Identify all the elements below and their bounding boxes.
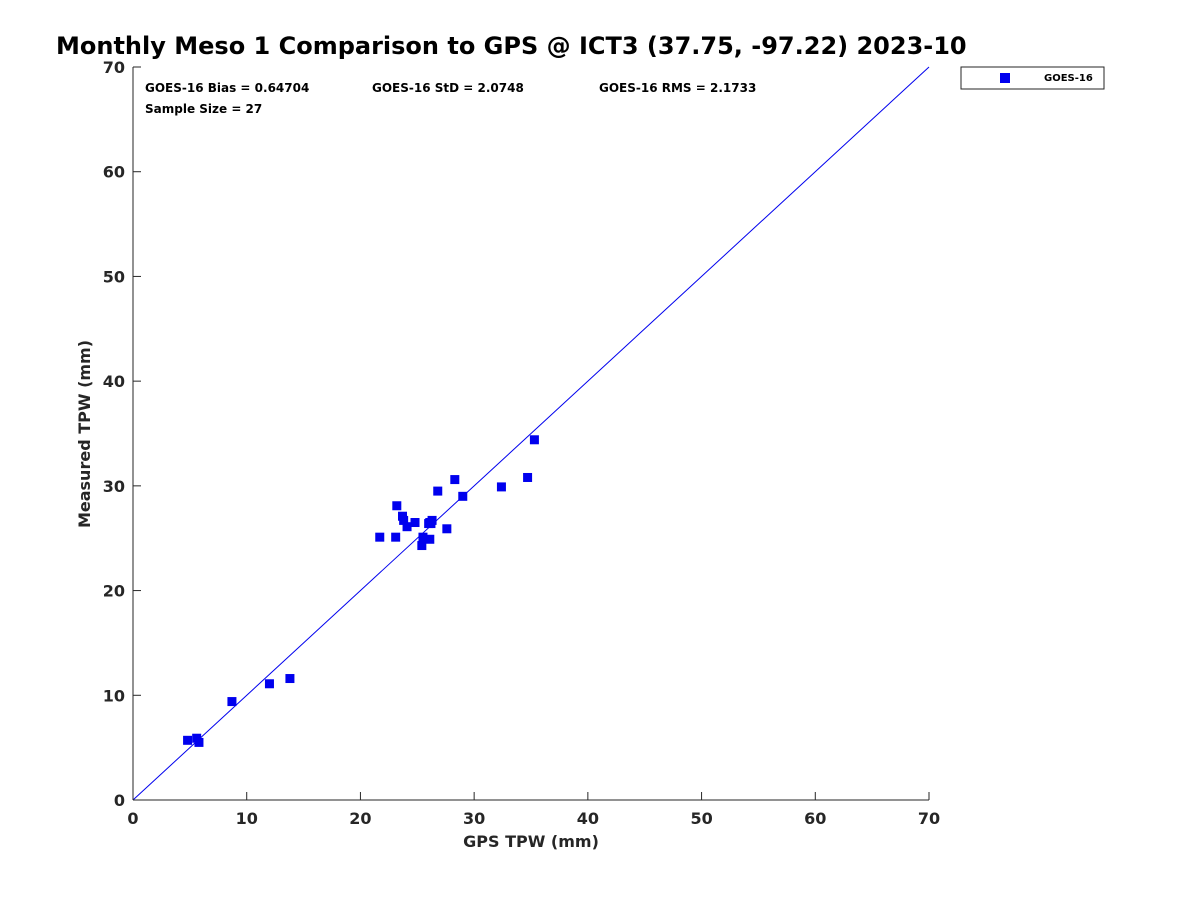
x-ticks: 0 10 20 30 40 50 60 70 (127, 792, 940, 828)
y-tick-label: 30 (103, 477, 125, 496)
legend-marker-square (1000, 73, 1010, 83)
y-tick-label: 20 (103, 582, 125, 601)
data-point (418, 532, 428, 542)
data-point (285, 674, 295, 684)
x-tick-label: 40 (577, 809, 599, 828)
stat-sample-size: Sample Size = 27 (145, 102, 262, 116)
data-point (450, 475, 460, 485)
x-tick-label: 30 (463, 809, 485, 828)
plot-area: 0 10 20 30 40 50 60 70 0 10 20 30 40 50 60 70 (103, 58, 940, 828)
x-tick-label: 50 (690, 809, 712, 828)
stat-bias: GOES-16 Bias = 0.64704 (145, 81, 309, 95)
legend: GOES-16 (960, 66, 1105, 90)
x-axis-label: GPS TPW (mm) (463, 832, 599, 851)
data-point (496, 482, 506, 492)
data-point (417, 541, 427, 551)
data-point (375, 532, 385, 542)
legend-box (960, 66, 1105, 90)
y-tick-label: 40 (103, 372, 125, 391)
data-point (391, 532, 401, 542)
data-point (264, 679, 274, 689)
data-point (433, 486, 443, 496)
data-point (392, 501, 402, 511)
data-point (529, 435, 539, 445)
y-tick-label: 60 (103, 163, 125, 182)
y-axis-label: Measured TPW (mm) (75, 340, 94, 528)
data-point (523, 472, 533, 482)
data-point (183, 735, 193, 745)
one-to-one-reference-line (132, 66, 930, 801)
data-point (194, 737, 204, 747)
data-point (402, 522, 412, 532)
legend-entry-label: GOES-16 (1044, 73, 1093, 84)
data-point (458, 491, 468, 501)
x-tick-label: 60 (804, 809, 826, 828)
y-tick-label: 70 (103, 58, 125, 77)
y-tick-label: 10 (103, 686, 125, 705)
chart-title: Monthly Meso 1 Comparison to GPS @ ICT3 … (56, 32, 967, 60)
x-tick-label: 70 (918, 809, 940, 828)
data-point (424, 519, 434, 529)
data-point (399, 515, 409, 525)
x-tick-label: 10 (236, 809, 258, 828)
data-point (410, 518, 420, 528)
x-tick-label: 0 (127, 809, 138, 828)
y-tick-label: 50 (103, 267, 125, 286)
data-point (425, 534, 435, 544)
y-tick-label: 0 (114, 791, 125, 810)
data-point (442, 524, 452, 534)
data-point (227, 697, 237, 707)
data-points (183, 435, 539, 747)
stat-std: GOES-16 StD = 2.0748 (372, 81, 524, 95)
y-ticks: 0 10 20 30 40 50 60 70 (103, 58, 141, 810)
stat-rms: GOES-16 RMS = 2.1733 (599, 81, 756, 95)
x-tick-label: 20 (349, 809, 371, 828)
